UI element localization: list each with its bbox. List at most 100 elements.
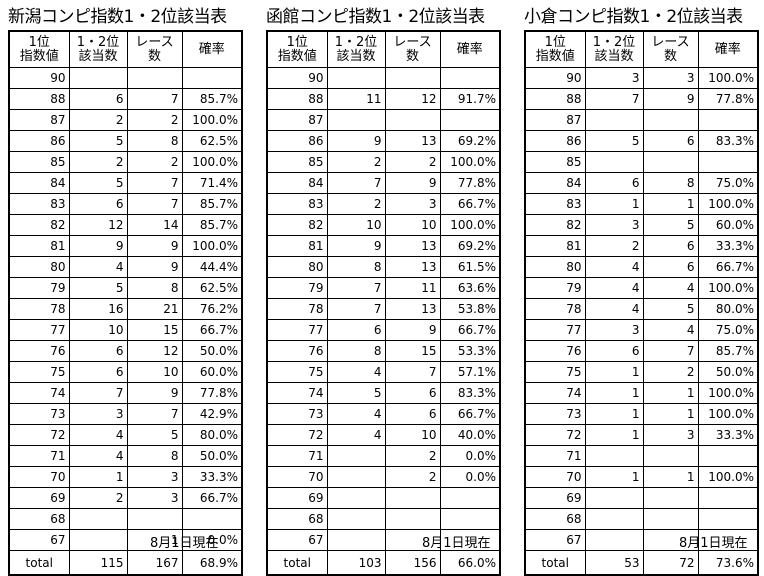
table-cell: 88	[524, 88, 586, 110]
table-cell: 72	[266, 424, 328, 446]
table-row: 67 1 0.0%	[8, 529, 243, 551]
table-cell: 3	[126, 487, 183, 509]
table-cell: 85	[8, 151, 70, 173]
stats-table: 1位 指数値 1・2位 該当数 レース数 確率 90 88 11 12 91.7% 87 86 9 13…	[266, 30, 501, 576]
table-cell: 69	[524, 487, 586, 509]
table-cell: 90	[266, 67, 328, 89]
column-header: レース数	[126, 30, 183, 68]
table-cell: 1	[642, 193, 699, 215]
table-cell	[326, 508, 386, 530]
table-cell: 1	[126, 529, 183, 551]
table-cell: 69.2%	[439, 130, 501, 152]
table-cell: 85	[524, 151, 586, 173]
table-cell: 100.0%	[439, 151, 501, 173]
table-cell: 4	[584, 277, 644, 299]
table-cell: 84	[266, 172, 328, 194]
table-cell	[326, 67, 386, 89]
table-cell: 15	[384, 340, 441, 362]
table-cell: 67	[266, 529, 328, 551]
table-row: 79 4 4 100.0%	[524, 277, 759, 299]
table-cell: 8	[326, 256, 386, 278]
column-header: 確率	[181, 30, 243, 68]
table-cell: 9	[384, 172, 441, 194]
table-cell: 33.3%	[181, 466, 243, 488]
table-row: 81 2 6 33.3%	[524, 235, 759, 257]
table-row: 78 7 13 53.8%	[266, 298, 501, 320]
table-cell: 86	[8, 130, 70, 152]
table-cell: 10	[326, 214, 386, 236]
table-cell: 76.2%	[181, 298, 243, 320]
table-cell: 3	[584, 319, 644, 341]
table-row: 90	[266, 67, 501, 89]
table-cell: 4	[68, 445, 128, 467]
table-cell: 4	[584, 298, 644, 320]
table-cell	[584, 508, 644, 530]
table-row: 84 5 7 71.4%	[8, 172, 243, 194]
table-cell: 4	[326, 361, 386, 383]
table-row: 76 6 12 50.0%	[8, 340, 243, 362]
table-cell: 80.0%	[181, 424, 243, 446]
table-row: 67	[524, 529, 759, 551]
table-cell: 2	[68, 151, 128, 173]
table-row: 75 6 10 60.0%	[8, 361, 243, 383]
table-cell: 74	[266, 382, 328, 404]
table-row: 69 2 3 66.7%	[8, 487, 243, 509]
column-header: 1位 指数値	[266, 30, 328, 68]
table-cell: 2	[384, 445, 441, 467]
column-header: 1位 指数値	[8, 30, 70, 68]
table-cell: 7	[126, 88, 183, 110]
table-cell: 79	[524, 277, 586, 299]
table-title: 函館コンピ指数1・2位該当表	[266, 7, 485, 27]
table-cell: 11	[326, 88, 386, 110]
table-cell: 6	[326, 319, 386, 341]
table-cell: 10	[384, 424, 441, 446]
header-row: 1位 指数値 1・2位 該当数 レース数 確率	[8, 30, 243, 68]
table-cell: 6	[68, 340, 128, 362]
table-cell: 2	[584, 235, 644, 257]
table-cell: 0.0%	[439, 466, 501, 488]
date-note: 8月1日現在	[422, 536, 491, 551]
table-cell: 70	[524, 466, 586, 488]
table-cell: 9	[68, 235, 128, 257]
table-cell: 16	[68, 298, 128, 320]
table-cell: 5	[642, 298, 699, 320]
table-row: 86 5 6 83.3%	[524, 130, 759, 152]
table-cell: 2	[68, 487, 128, 509]
total-cell: 68.9%	[181, 550, 243, 576]
table-cell: 6	[584, 340, 644, 362]
table-row: 90	[8, 67, 243, 89]
table-cell: 10	[384, 214, 441, 236]
column-header: 確率	[697, 30, 759, 68]
table-cell: 71	[524, 445, 586, 467]
table-row: 82 12 14 85.7%	[8, 214, 243, 236]
table-cell: 9	[126, 235, 183, 257]
table-cell: 12	[384, 88, 441, 110]
table-cell	[584, 151, 644, 173]
table-cell: 6	[642, 235, 699, 257]
table-cell: 5	[68, 130, 128, 152]
table-cell: 2	[384, 151, 441, 173]
table-cell	[697, 151, 759, 173]
table-row: 73 3 7 42.9%	[8, 403, 243, 425]
table-cell: 53.8%	[439, 298, 501, 320]
table-cell	[326, 529, 386, 551]
table-cell: 5	[68, 277, 128, 299]
table-cell: 5	[584, 130, 644, 152]
table-cell: 88	[8, 88, 70, 110]
table-cell: 70	[8, 466, 70, 488]
table-cell: 10	[68, 319, 128, 341]
table-row: 78 16 21 76.2%	[8, 298, 243, 320]
table-cell: 75	[524, 361, 586, 383]
table-cell: 82	[8, 214, 70, 236]
table-cell: 5	[68, 172, 128, 194]
table-cell: 79	[8, 277, 70, 299]
table-cell: 4	[642, 277, 699, 299]
column-header: 1・2位 該当数	[584, 30, 644, 68]
table-row: 86 9 13 69.2%	[266, 130, 501, 152]
table-cell: 21	[126, 298, 183, 320]
table-cell: 60.0%	[181, 361, 243, 383]
table-cell: 6	[68, 361, 128, 383]
table-cell: 90	[524, 67, 586, 89]
total-cell: 53	[584, 550, 644, 576]
table-cell: 83	[524, 193, 586, 215]
